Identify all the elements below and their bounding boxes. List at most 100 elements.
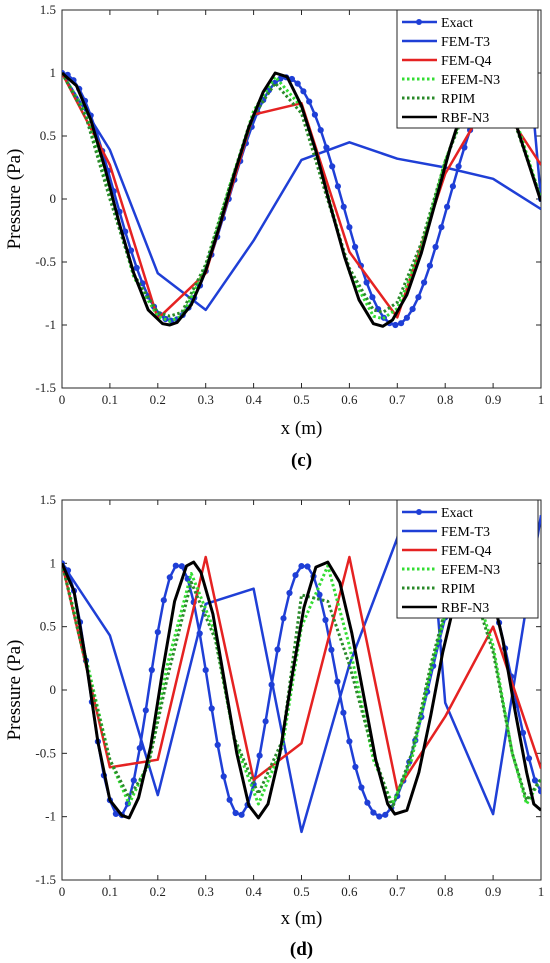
legend-label: FEM-T3	[441, 525, 490, 540]
y-tick-label: 0	[50, 191, 57, 206]
y-tick-label: -1	[45, 317, 56, 332]
exact-marker	[306, 98, 313, 105]
exact-marker	[426, 262, 433, 269]
exact-marker	[376, 813, 383, 820]
exact-marker	[280, 615, 287, 622]
x-tick-label: 0	[59, 392, 66, 407]
exact-marker	[178, 563, 185, 570]
exact-marker	[370, 809, 377, 816]
series-line-fem-q4	[62, 555, 541, 792]
exact-marker	[160, 597, 167, 604]
exact-marker	[286, 589, 293, 597]
x-tick-label: 0.4	[245, 392, 262, 407]
exact-marker	[322, 616, 329, 624]
exact-marker	[133, 264, 140, 271]
exact-marker	[274, 646, 281, 653]
legend: Exact FEM-T3 FEM-Q4 EFEM-N3 RPIM RBF-N3	[396, 499, 539, 619]
exact-marker	[455, 163, 462, 170]
chart-1: 0 0.1 0.2 0.3 0.4 0.5 0.6 0.7 0.8 0.9 1 -1.5 -1 -0.5 0…	[4, 492, 545, 960]
exact-marker	[226, 796, 233, 803]
y-tick-label: -1	[45, 809, 56, 824]
exact-marker	[340, 203, 347, 210]
x-tick-label: 1	[538, 884, 545, 899]
exact-marker	[409, 306, 416, 313]
exact-marker	[298, 563, 305, 570]
exact-marker	[214, 741, 221, 749]
exact-marker	[531, 777, 539, 784]
x-tick-label: 0.3	[198, 884, 214, 899]
legend-label: Exact	[441, 16, 473, 31]
figure-caption: (c)	[291, 450, 312, 471]
series-line-fem-t3	[62, 500, 541, 834]
legend-label: RPIM	[441, 92, 476, 107]
legend-label: EFEM-N3	[441, 73, 500, 88]
legend-marker	[416, 509, 422, 515]
exact-marker	[340, 709, 347, 716]
exact-marker	[449, 183, 456, 190]
exact-marker	[421, 279, 428, 286]
x-axis-label: x (m)	[281, 908, 323, 929]
legend-marker	[416, 19, 422, 25]
exact-marker	[220, 773, 227, 780]
exact-marker	[172, 562, 179, 569]
y-tick-label: -0.5	[35, 254, 56, 269]
y-tick-label: -1.5	[35, 872, 56, 887]
exact-marker	[525, 755, 533, 762]
legend-label: FEM-Q4	[441, 54, 492, 69]
series-line-rbf-n3	[62, 71, 541, 328]
x-tick-label: 0.7	[389, 884, 406, 899]
y-tick-label: 0	[50, 682, 57, 697]
exact-marker	[166, 574, 173, 581]
exact-marker	[300, 88, 307, 95]
x-tick-label: 0.5	[293, 884, 309, 899]
legend-label: RBF-N3	[441, 601, 489, 616]
y-tick-label: -1.5	[35, 380, 56, 395]
exact-marker	[438, 224, 445, 231]
exact-marker	[256, 752, 263, 759]
x-tick-label: 0.7	[389, 392, 406, 407]
exact-marker	[202, 667, 209, 674]
exact-marker	[317, 127, 324, 134]
y-axis-label: Pressure (Pa)	[4, 640, 25, 741]
exact-marker	[398, 320, 405, 327]
y-tick-label: 1.5	[40, 2, 56, 17]
x-tick-label: 0.2	[150, 392, 166, 407]
figure-caption: (d)	[290, 939, 313, 960]
exact-marker	[346, 224, 353, 231]
legend-label: FEM-T3	[441, 35, 490, 50]
y-tick-label: 0.5	[40, 619, 56, 634]
x-tick-label: 0.1	[102, 884, 118, 899]
x-tick-label: 0.8	[437, 884, 453, 899]
exact-marker	[519, 729, 527, 736]
exact-marker	[232, 809, 239, 817]
chart-0: 0 0.1 0.2 0.3 0.4 0.5 0.6 0.7 0.8 0.9 1 -1.5 -1 -0.5 0…	[4, 2, 544, 471]
exact-marker	[136, 745, 143, 752]
exact-marker	[352, 763, 359, 771]
exact-marker	[238, 811, 245, 818]
exact-marker	[346, 738, 353, 745]
x-tick-label: 0.6	[341, 392, 358, 407]
exact-marker	[112, 810, 120, 818]
x-tick-label: 0.9	[485, 392, 501, 407]
x-tick-label: 0.9	[485, 884, 501, 899]
x-tick-label: 0.1	[102, 392, 118, 407]
legend-box	[396, 499, 539, 619]
exact-marker	[382, 811, 389, 818]
exact-marker	[369, 294, 376, 301]
y-tick-label: 1	[50, 65, 57, 80]
x-tick-label: 0.2	[150, 884, 166, 899]
exact-marker	[154, 629, 161, 636]
exact-marker	[352, 243, 359, 251]
legend-label: FEM-Q4	[441, 544, 492, 559]
legend: Exact FEM-T3 FEM-Q4 EFEM-N3 RPIM RBF-N3	[396, 9, 539, 129]
exact-marker	[334, 678, 341, 685]
exact-marker	[415, 294, 422, 301]
x-tick-label: 0.3	[198, 392, 214, 407]
x-tick-label: 0.6	[341, 884, 358, 899]
exact-marker	[130, 777, 137, 784]
exact-marker	[334, 183, 341, 190]
exact-marker	[304, 563, 311, 570]
exact-marker	[292, 572, 299, 579]
y-tick-label: 1.5	[40, 492, 56, 507]
